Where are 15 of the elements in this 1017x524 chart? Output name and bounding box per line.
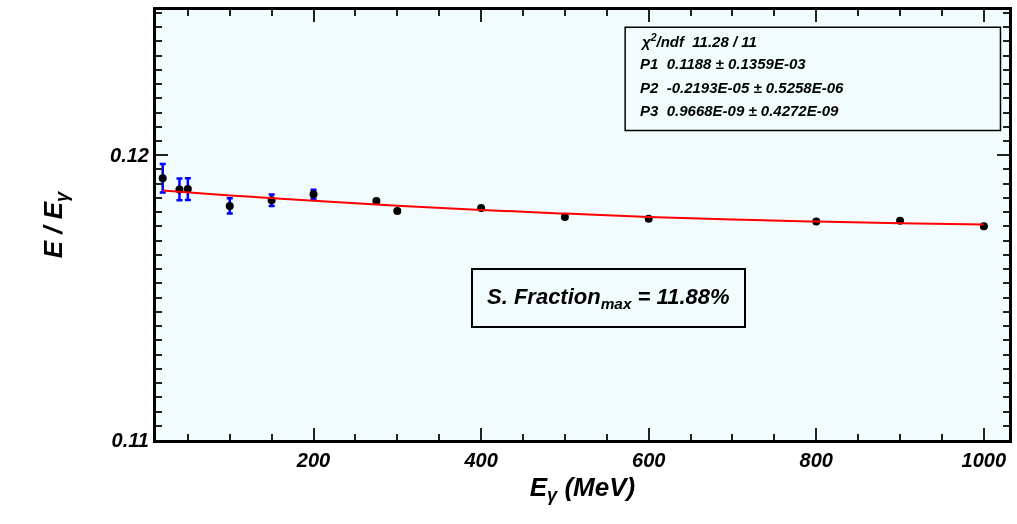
annotation: χ$^{2}$/ndf 11.28 / 11 xyxy=(640,31,757,51)
x-tick-label: 400 xyxy=(463,449,498,471)
x-tick-label: 600 xyxy=(632,449,666,471)
point xyxy=(225,201,234,210)
x-axis-title: E$_{γ}$ (MeV) xyxy=(529,471,636,506)
x-tick-label: 800 xyxy=(799,449,833,471)
annotation: P3 0.9668E-09 ± 0.4272E-09 xyxy=(640,102,840,119)
x-tick-label: 200 xyxy=(295,449,331,471)
annotation: S. Fraction$_{max}$ = 11.88% xyxy=(487,284,730,312)
annotation: P1 0.1188 ± 0.1359E-03 xyxy=(640,55,807,72)
y-tick-label: 0.11 xyxy=(111,429,149,451)
point xyxy=(158,174,167,183)
x-tick-label: 1000 xyxy=(961,449,1007,471)
y-tick-label: 0.12 xyxy=(110,144,149,167)
annotation: P2 -0.2193E-05 ± 0.5258E-06 xyxy=(640,79,845,96)
